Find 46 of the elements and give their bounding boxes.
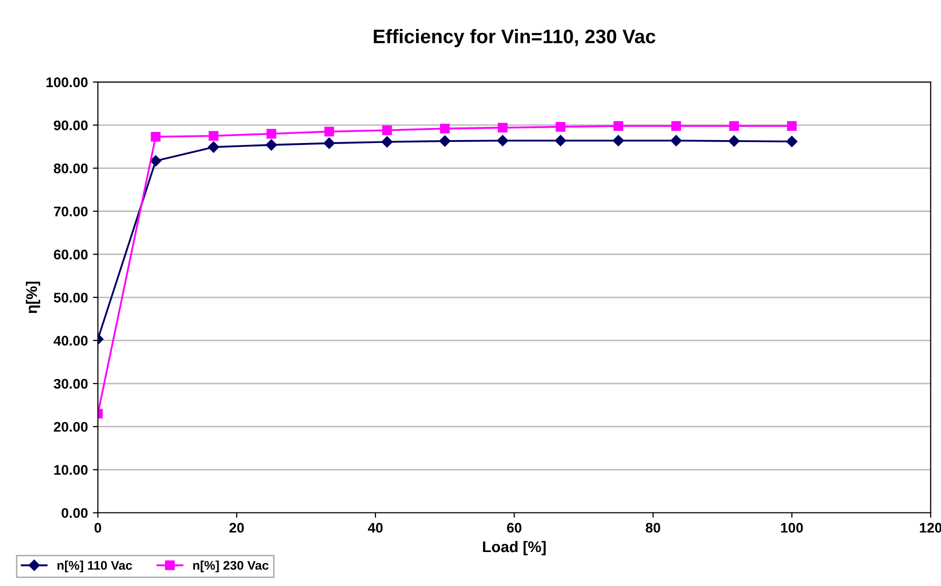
point bbox=[381, 136, 393, 148]
point bbox=[382, 125, 392, 136]
x-tick-label: 20 bbox=[229, 522, 244, 533]
point bbox=[786, 136, 798, 148]
point bbox=[266, 139, 277, 151]
point bbox=[266, 128, 276, 139]
point bbox=[440, 124, 450, 134]
point bbox=[556, 122, 566, 132]
x-tick-label: 100 bbox=[781, 522, 803, 533]
y-axis-title: η[%] bbox=[26, 282, 40, 314]
point bbox=[439, 135, 450, 147]
y-tick-label: 10.00 bbox=[54, 465, 88, 475]
legend-label: n[%] 230 Vac bbox=[193, 560, 268, 572]
point bbox=[150, 155, 162, 166]
y-tick-label: 60.00 bbox=[54, 250, 88, 260]
point bbox=[208, 131, 218, 141]
x-axis-title: Load [%] bbox=[483, 540, 546, 556]
point bbox=[670, 135, 682, 146]
point bbox=[554, 135, 566, 146]
x-tick-label: 60 bbox=[507, 522, 522, 533]
x-tick-label: 0 bbox=[94, 522, 102, 533]
point bbox=[208, 141, 220, 153]
point bbox=[786, 121, 797, 131]
point bbox=[613, 121, 624, 131]
point bbox=[324, 138, 335, 149]
y-tick-label: 20.00 bbox=[54, 422, 88, 432]
y-tick-label: 100.00 bbox=[46, 77, 88, 88]
point bbox=[671, 121, 682, 131]
y-tick-label: 80.00 bbox=[54, 164, 88, 174]
y-tick-label: 30.00 bbox=[54, 378, 88, 389]
point bbox=[498, 122, 508, 133]
chart-title: Efficiency for Vin=110, 230 Vac bbox=[374, 29, 656, 48]
y-tick-label: 50.00 bbox=[54, 292, 88, 303]
point bbox=[612, 135, 624, 146]
y-tick-label: 70.00 bbox=[54, 206, 88, 216]
point bbox=[728, 135, 740, 147]
point bbox=[729, 121, 739, 131]
point bbox=[497, 135, 508, 146]
x-tick-label: 80 bbox=[646, 522, 660, 533]
x-tick-label: 40 bbox=[368, 522, 383, 533]
legend-label: n[%] 110 Vac bbox=[57, 560, 132, 572]
y-tick-label: 40.00 bbox=[54, 336, 88, 346]
y-tick-label: 0.00 bbox=[62, 508, 88, 518]
point bbox=[324, 126, 334, 136]
y-tick-label: 90.00 bbox=[54, 120, 88, 130]
point bbox=[150, 132, 161, 142]
